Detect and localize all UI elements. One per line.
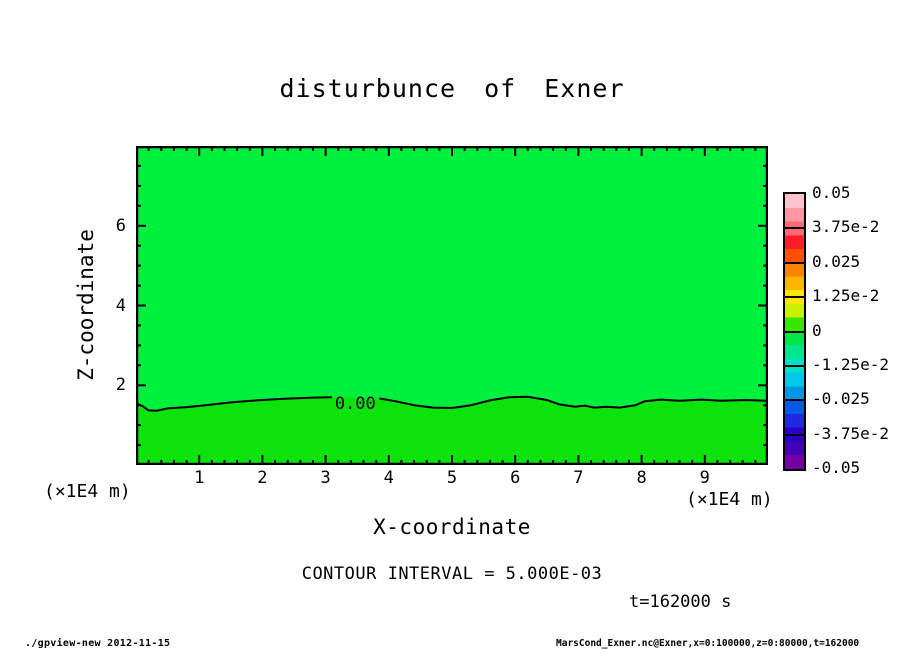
x-axis-title: X-coordinate <box>373 515 531 539</box>
colorbar-divider <box>785 227 804 230</box>
x-tick-label: 1 <box>194 468 205 488</box>
colorbar-divider <box>785 433 804 436</box>
x-tick-label: 4 <box>383 468 394 488</box>
colorbar-tick-label: 3.75e-2 <box>812 217 880 237</box>
z-tick-label: 2 <box>115 375 126 396</box>
colorbar-divider <box>785 296 804 299</box>
colorbar-tick-label: 0.025 <box>812 251 861 271</box>
contour-interval-text: CONTOUR INTERVAL = 5.000E-03 <box>301 564 603 584</box>
x-tick-label: 9 <box>699 468 710 488</box>
z-tick-label: 6 <box>115 215 126 236</box>
colorbar-divider <box>785 364 804 367</box>
contour-plot-area: 0.00 <box>136 146 768 465</box>
colorbar-tick-label: -3.75e-2 <box>812 423 890 443</box>
x-tick-label: 6 <box>510 468 521 488</box>
colorbar-tick-label: 1.25e-2 <box>812 286 880 306</box>
time-label: t=162000 s <box>629 592 732 612</box>
colorbar-divider <box>785 399 804 402</box>
zero-contour-line <box>379 395 768 409</box>
footer-dataset-stamp: MarsCond_Exner.nc@Exner,x=0:100000,z=0:8… <box>556 638 860 649</box>
colorbar <box>783 192 806 471</box>
x-tick-label: 8 <box>636 468 647 488</box>
colorbar-tick-label: -0.05 <box>812 458 861 477</box>
x-axis-unit-label: (×1E4 m) <box>686 489 773 510</box>
x-tick-label: 3 <box>320 468 331 488</box>
fill-above-contour <box>136 146 768 411</box>
zero-contour-line <box>136 396 332 412</box>
colorbar-tick-label: -1.25e-2 <box>812 354 890 374</box>
contour-line-label: 0.00 <box>335 394 376 414</box>
x-tick-label: 2 <box>257 468 268 488</box>
x-tick-label: 7 <box>573 468 584 488</box>
plot-frame <box>136 146 768 465</box>
z-tick-label: 4 <box>115 295 126 316</box>
z-axis-unit-label: (×1E4 m) <box>44 481 131 502</box>
colorbar-divider <box>785 261 804 264</box>
footer-program-stamp: ./gpview-new 2012-11-15 <box>25 638 171 649</box>
plot-title: disturbunce of Exner <box>279 74 625 103</box>
colorbar-tick-label: -0.025 <box>812 389 870 409</box>
x-tick-label: 5 <box>446 468 458 488</box>
colorbar-divider <box>785 330 804 333</box>
colorbar-tick-label: 0.05 <box>812 183 851 202</box>
colorbar-tick-label: 0 <box>812 320 822 340</box>
